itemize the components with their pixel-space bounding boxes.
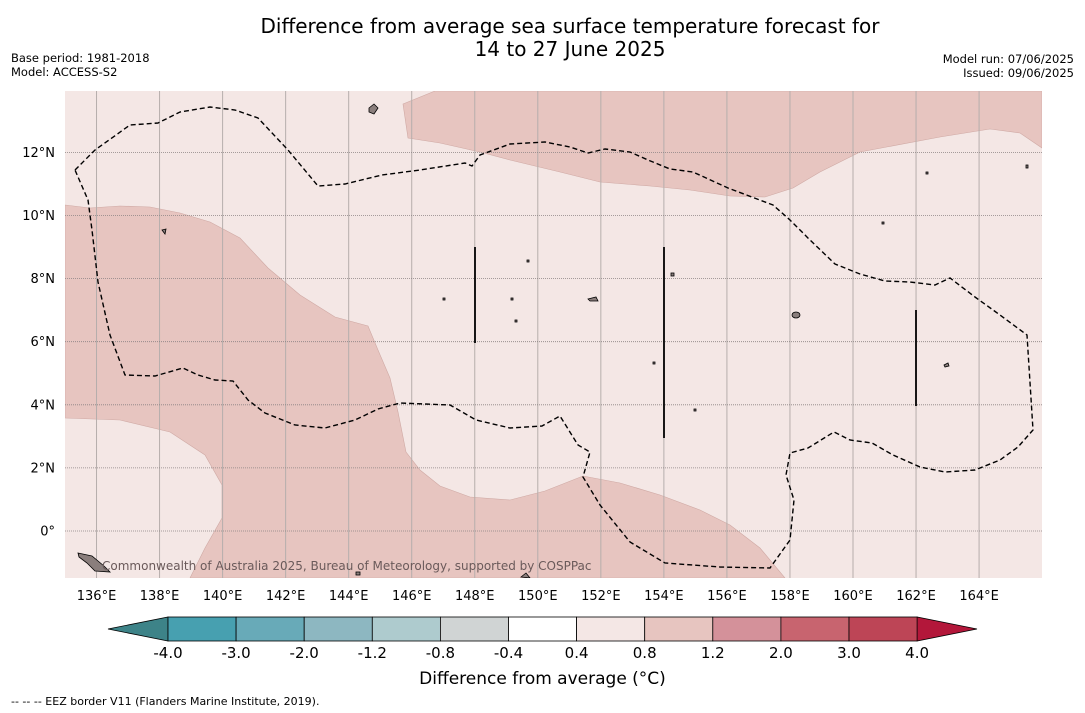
colorbar-bin [644, 616, 714, 642]
colorbar-title: Difference from average (°C) [419, 669, 666, 689]
latitude-label: 0° [40, 525, 55, 540]
colorbar-tick-label: -0.4 [494, 644, 523, 662]
eez-borders [74, 106, 1034, 569]
colorbar-tick-label: 3.0 [837, 644, 861, 662]
latitude-label: 10°N [22, 209, 55, 224]
eez-border-north [74, 106, 1034, 569]
islet-7 [442, 297, 446, 301]
colorbar-bin [167, 616, 237, 642]
island-north [368, 103, 379, 115]
anomaly-area-west [65, 204, 786, 578]
island-kosrae [943, 362, 950, 368]
latitude-label: 8°N [31, 272, 56, 287]
colorbar-high-extend [916, 616, 978, 642]
longitude-label: 158°E [770, 589, 810, 604]
colorbar-tick-label: 0.4 [565, 644, 589, 662]
colorbar-tick-label: -1.2 [358, 644, 387, 662]
colorbar-tick-label: 1.2 [701, 644, 725, 662]
colorbar-bin [712, 616, 782, 642]
longitude-label: 160°E [833, 589, 873, 604]
island-pohnpei [791, 311, 801, 319]
longitude-label: 140°E [203, 589, 243, 604]
longitude-label: 138°E [140, 589, 180, 604]
metadata-left: Base period: 1981-2018 Model: ACCESS-S2 [11, 51, 150, 79]
islet-1 [670, 272, 675, 277]
longitude-label: 156°E [707, 589, 747, 604]
islet-5 [652, 361, 656, 365]
colorbar-tick-label: -4.0 [153, 644, 182, 662]
latitude-label: 12°N [22, 146, 55, 161]
colorbar-bin [439, 616, 509, 642]
latitude-label: 2°N [31, 461, 56, 476]
colorbar-tick-label: -3.0 [221, 644, 250, 662]
latitude-label: 6°N [31, 335, 56, 350]
island-south-west [77, 552, 112, 573]
islet-4 [510, 297, 514, 301]
islands [77, 103, 1029, 578]
colorbar-tick-label: 4.0 [905, 644, 929, 662]
colorbar-tick-label: 0.8 [633, 644, 657, 662]
colorbar-bin [780, 616, 850, 642]
longitude-label: 144°E [329, 589, 369, 604]
island-west [161, 228, 167, 235]
longitude-labels: 136°E 138°E 140°E 142°E 144°E 146°E 148°E 150°E… [77, 589, 999, 604]
model-run-date: Model run: 07/06/2025 [942, 52, 1074, 66]
colorbar-tick-label: 2.0 [769, 644, 793, 662]
islet-2 [514, 319, 518, 323]
anomaly-area-north [402, 91, 1042, 198]
longitude-label: 148°E [455, 589, 495, 604]
longitude-label: 154°E [644, 589, 684, 604]
longitude-label: 150°E [518, 589, 558, 604]
credit-text: Commonwealth of Australia 2025, Bureau o… [102, 559, 592, 573]
colorbar-bin [848, 616, 918, 642]
map-title-line-1: Difference from average sea surface temp… [260, 14, 880, 38]
longitude-label: 162°E [896, 589, 936, 604]
metadata-right: Model run: 07/06/2025 Issued: 09/06/2025 [943, 52, 1074, 80]
islet-8 [1025, 164, 1029, 169]
map-title-line-2: 14 to 27 June 2025 [474, 37, 666, 61]
graticule [65, 91, 1042, 578]
colorbar-bin [508, 616, 577, 642]
islet-9 [925, 171, 929, 175]
colorbar-bin [576, 616, 646, 642]
latitude-label: 4°N [31, 398, 56, 413]
longitude-label: 136°E [77, 589, 117, 604]
issued-date: Issued: 09/06/2025 [963, 66, 1074, 80]
islet-3 [526, 259, 530, 263]
colorbar-bin [235, 616, 305, 642]
colorbar-bin [371, 616, 441, 642]
islet-6 [693, 408, 697, 412]
island-south-mid [519, 572, 531, 578]
latitude-labels: 12°N 10°N 8°N 6°N 4°N 2°N 0° [22, 146, 55, 540]
colorbar-low-extend [107, 616, 169, 642]
longitude-label: 152°E [581, 589, 621, 604]
island-chuuk [587, 296, 599, 302]
islet-10 [881, 221, 885, 225]
longitude-label: 146°E [392, 589, 432, 604]
longitude-label: 142°E [266, 589, 306, 604]
colorbar: -4.0 -3.0 -2.0 -1.2 -0.8 -0.4 0.4 0.8 1.2 2.0 3.0 4… [107, 616, 978, 662]
colorbar-tick-label: -0.8 [426, 644, 455, 662]
longitude-label: 164°E [959, 589, 999, 604]
base-period: Base period: 1981-2018 [11, 51, 150, 65]
eez-legend-note: -- -- -- EEZ border V11 (Flanders Marine… [11, 695, 320, 708]
colorbar-tick-label: -2.0 [290, 644, 319, 662]
model-name: Model: ACCESS-S2 [11, 65, 118, 79]
colorbar-bin [303, 616, 373, 642]
islet-11 [355, 571, 361, 576]
